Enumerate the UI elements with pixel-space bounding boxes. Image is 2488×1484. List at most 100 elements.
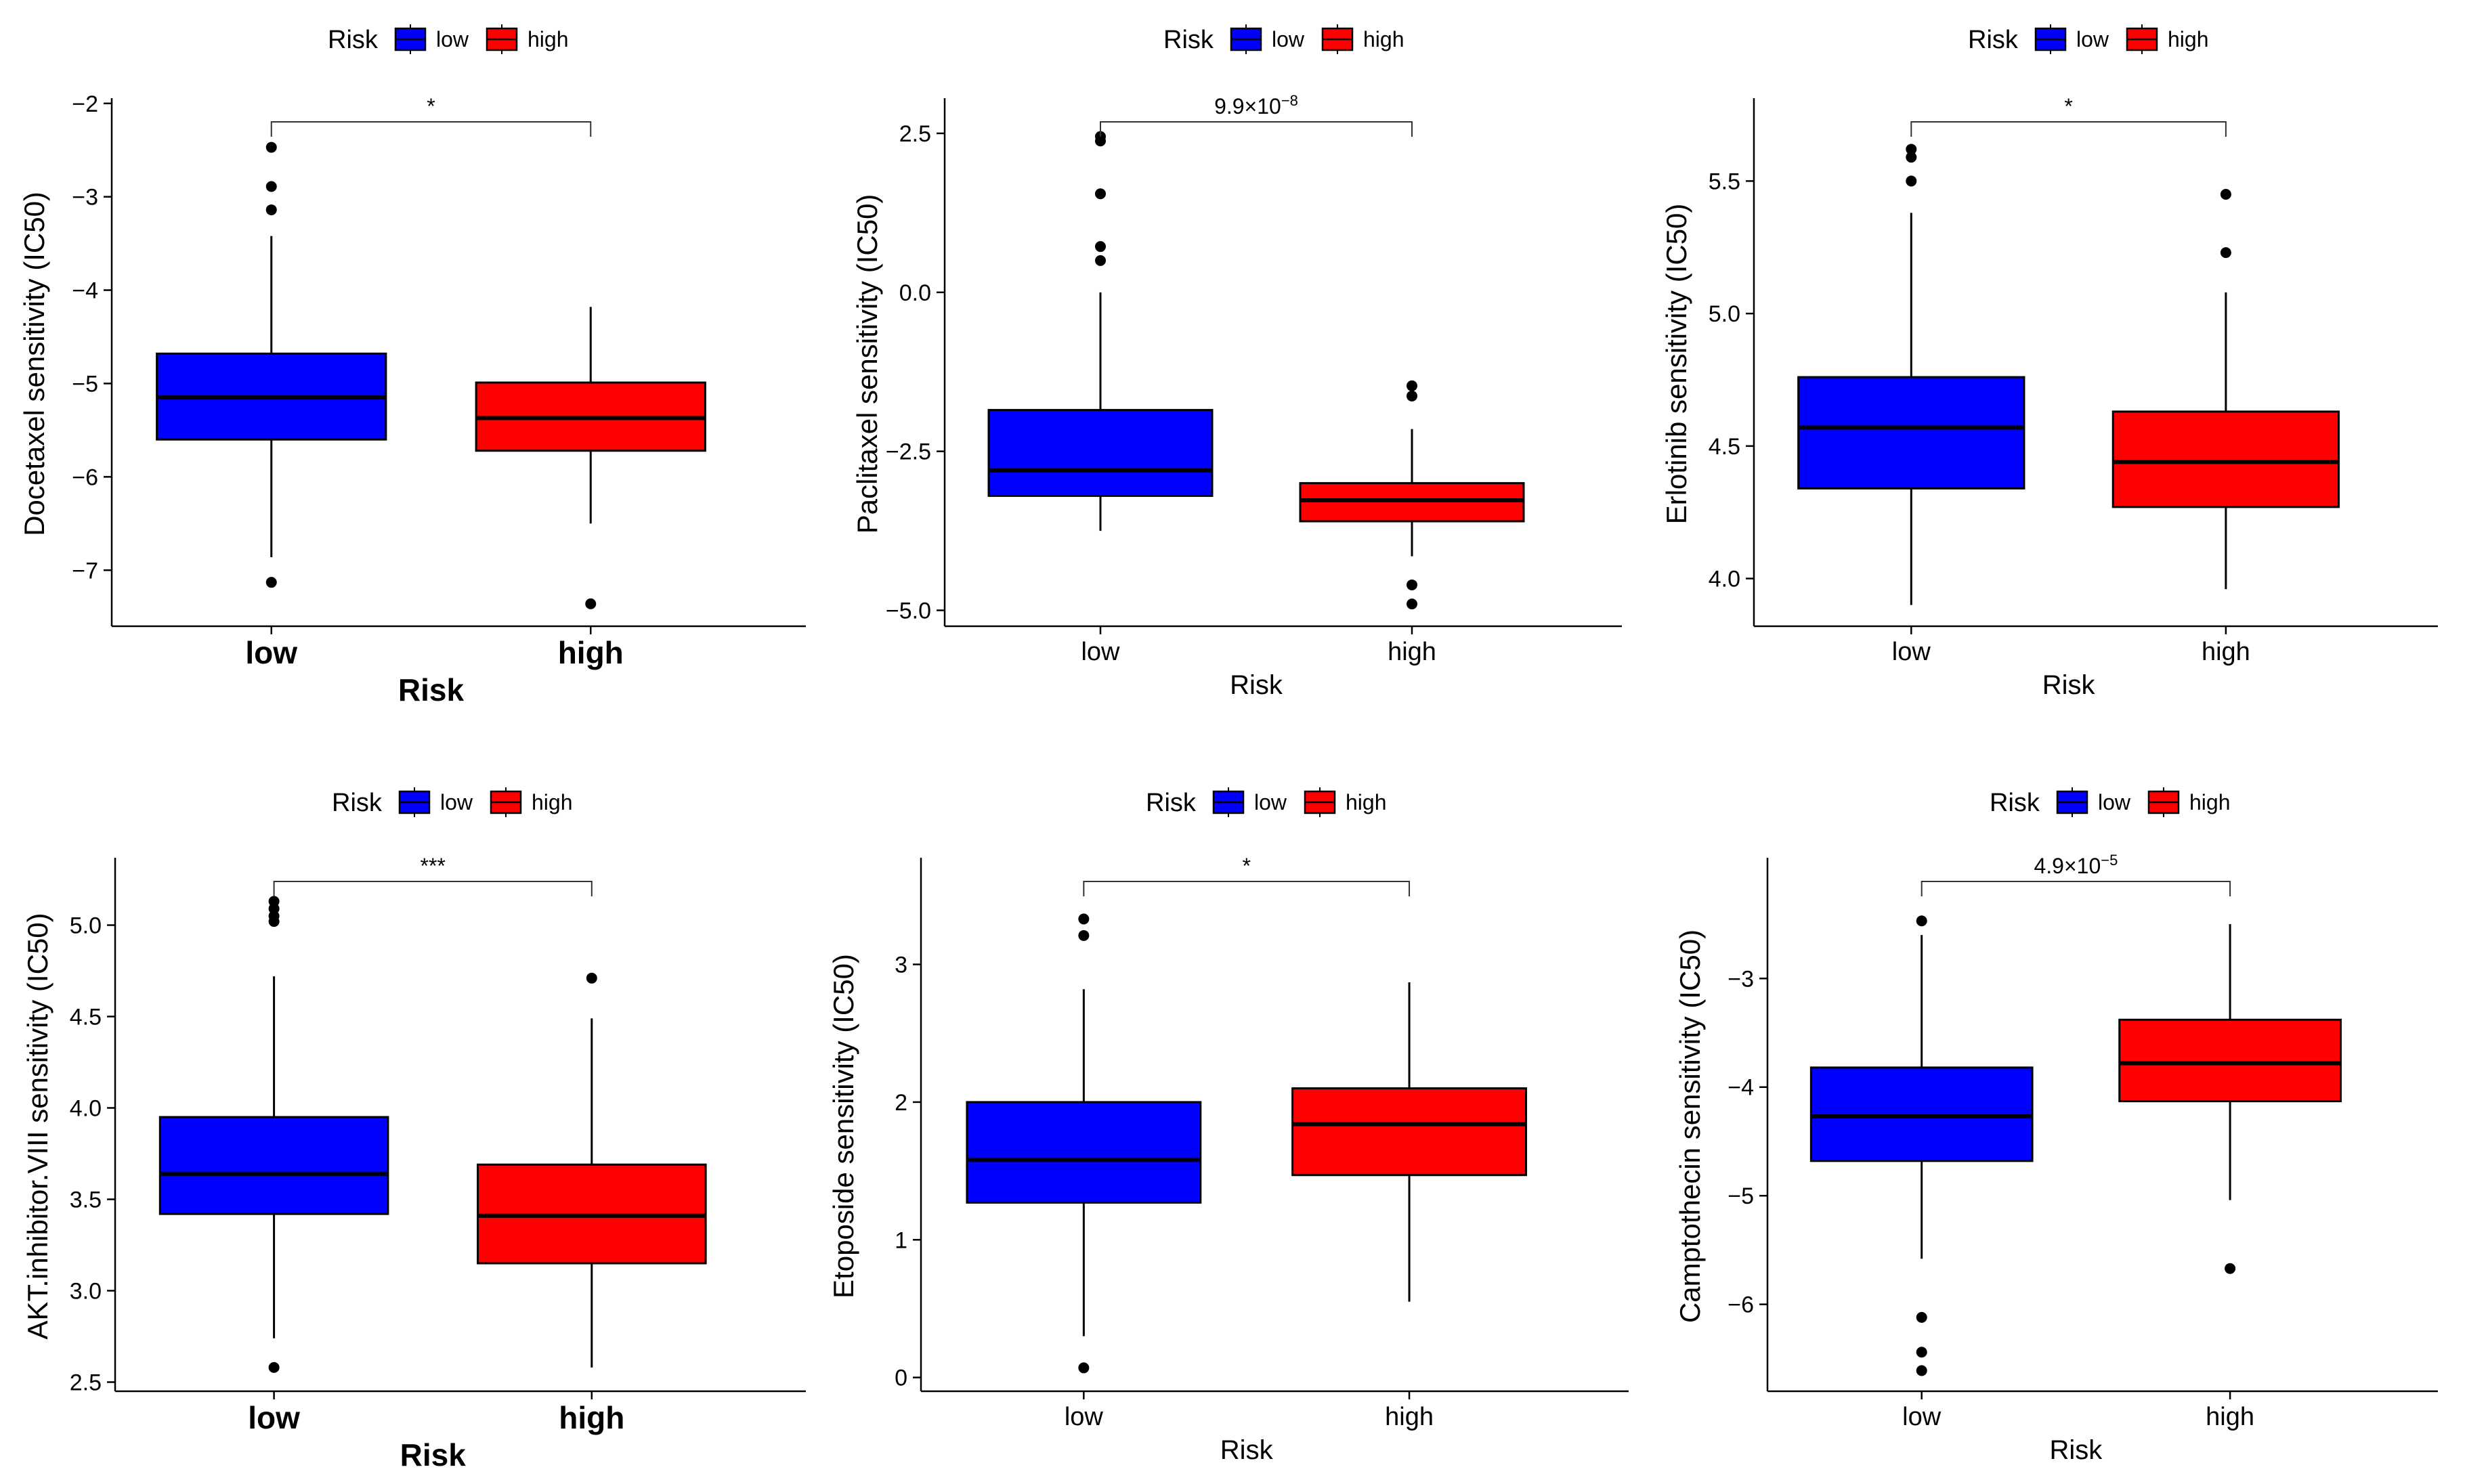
outlier-point xyxy=(2220,188,2231,200)
x-tick-label: low xyxy=(245,635,297,670)
legend: Risk low high xyxy=(1163,24,1404,54)
outlier-point xyxy=(1906,144,1917,155)
outlier-point xyxy=(1906,175,1917,187)
y-tick-label: −3 xyxy=(72,185,98,211)
outlier-point xyxy=(1078,930,1090,941)
x-tick-label: high xyxy=(1385,1403,1434,1431)
y-axis-title: Erlotinib sensitivity (IC50) xyxy=(1660,204,1692,525)
outlier-point xyxy=(1095,135,1106,147)
outlier-point xyxy=(1095,255,1106,266)
y-tick-label: −3 xyxy=(1728,966,1754,992)
legend-label-high: high xyxy=(532,790,573,814)
y-tick-label: −2.5 xyxy=(886,439,931,465)
legend-title: Risk xyxy=(332,789,383,817)
legend-label-high: high xyxy=(1363,27,1404,51)
outlier-point xyxy=(1407,598,1417,610)
x-tick-label: low xyxy=(1065,1403,1104,1431)
y-tick-label: 0 xyxy=(895,1366,907,1391)
legend-label-low: low xyxy=(436,27,469,51)
outlier-point xyxy=(1078,913,1090,925)
significance-bracket xyxy=(1910,121,2227,137)
y-tick-label: 3.5 xyxy=(70,1187,102,1213)
y-tick-label: −4 xyxy=(72,278,98,304)
y-tick-label: 4.5 xyxy=(70,1005,102,1030)
y-tick-label: 1 xyxy=(895,1227,907,1253)
outlier-point xyxy=(2220,247,2231,259)
outlier-point xyxy=(2225,1263,2236,1274)
chart-panel-2: 2.5 0.0 −2.5 −5.0 Paclitaxel sensitivity (IC… xyxy=(851,24,1622,700)
x-tick-label: high xyxy=(558,635,624,670)
outlier-point xyxy=(1407,390,1417,401)
iqr-box xyxy=(1797,376,2025,489)
significance-exponent: −5 xyxy=(2101,852,2118,869)
outlier-point xyxy=(1078,1362,1090,1374)
y-tick-label: 5.0 xyxy=(1709,301,1740,327)
outlier-point xyxy=(1916,1311,1927,1323)
outlier-point xyxy=(1095,188,1106,200)
y-axis-title: Camptothecin sensitivity (IC50) xyxy=(1674,930,1706,1323)
box-high xyxy=(2118,924,2342,1274)
significance-bracket xyxy=(273,881,593,896)
legend-label-low: low xyxy=(2076,27,2109,51)
chart-panel-3: 5.5 5.0 4.5 4.0 Erlotinib sensitivity (IC50)… xyxy=(1660,24,2438,700)
legend-title: Risk xyxy=(1990,789,2040,817)
outlier-point xyxy=(1407,380,1417,391)
y-tick-label: 5.5 xyxy=(1709,169,1740,194)
significance-label: 9.9×10−8 xyxy=(1214,92,1298,118)
legend-label-low: low xyxy=(1254,790,1287,814)
outlier-point xyxy=(585,598,597,609)
outlier-point xyxy=(265,577,277,588)
y-tick-label: −5.0 xyxy=(886,598,931,624)
x-tick-label: high xyxy=(1388,638,1436,666)
significance-exponent: −8 xyxy=(1281,92,1298,109)
y-axis-title: Etoposide sensitivity (IC50) xyxy=(828,954,859,1298)
y-axis-title: Docetaxel sensitivity (IC50) xyxy=(18,192,50,536)
box-low xyxy=(156,141,387,588)
x-tick-label: high xyxy=(2206,1403,2254,1431)
y-axis-title: AKT.inhibitor.VIII sensitivity (IC50) xyxy=(22,913,53,1339)
box-high xyxy=(1299,380,1525,610)
x-axis-title: Risk xyxy=(398,672,465,707)
legend: Risk low high xyxy=(328,24,569,54)
y-tick-label: −4 xyxy=(1728,1075,1754,1101)
x-tick-label: low xyxy=(248,1400,300,1435)
outlier-point xyxy=(265,141,277,153)
box-high xyxy=(475,307,706,609)
box-high xyxy=(1291,982,1527,1302)
x-axis-title: Risk xyxy=(1230,670,1283,700)
y-tick-label: −2 xyxy=(72,91,98,117)
y-tick-label: 3.0 xyxy=(70,1279,102,1305)
x-axis-title: Risk xyxy=(400,1437,467,1472)
significance-bracket xyxy=(1921,881,2231,896)
x-axis-title: Risk xyxy=(1220,1435,1274,1465)
legend-label-low: low xyxy=(1272,27,1305,51)
y-tick-label: −5 xyxy=(1728,1183,1754,1209)
box-low xyxy=(158,896,389,1373)
x-tick-label: high xyxy=(559,1400,624,1435)
legend: Risk low high xyxy=(1146,787,1387,817)
legend: Risk low high xyxy=(1968,24,2209,54)
chart-panel-1: −2 −3 −4 −5 −6 −7 Docetaxel sensitivity (IC50)… xyxy=(18,24,806,707)
outlier-point xyxy=(1095,241,1106,253)
outlier-point xyxy=(265,204,277,215)
legend-label-low: low xyxy=(440,790,473,814)
significance-label: * xyxy=(1242,854,1250,878)
y-tick-label: 2.5 xyxy=(70,1370,102,1396)
significance-label: * xyxy=(427,94,435,118)
y-tick-label: 0.0 xyxy=(899,280,931,306)
significance-bracket xyxy=(270,121,592,137)
y-tick-label: −6 xyxy=(1728,1292,1754,1318)
significance-bracket xyxy=(1100,121,1413,137)
x-axis-title: Risk xyxy=(2042,670,2096,700)
y-tick-label: −7 xyxy=(72,558,98,584)
legend-label-high: high xyxy=(2168,27,2209,51)
box-low xyxy=(1809,915,2034,1376)
outlier-point xyxy=(268,1361,280,1373)
legend-label-high: high xyxy=(528,27,569,51)
outlier-point xyxy=(268,916,280,928)
iqr-box xyxy=(2111,410,2340,508)
legend-title: Risk xyxy=(328,26,379,54)
